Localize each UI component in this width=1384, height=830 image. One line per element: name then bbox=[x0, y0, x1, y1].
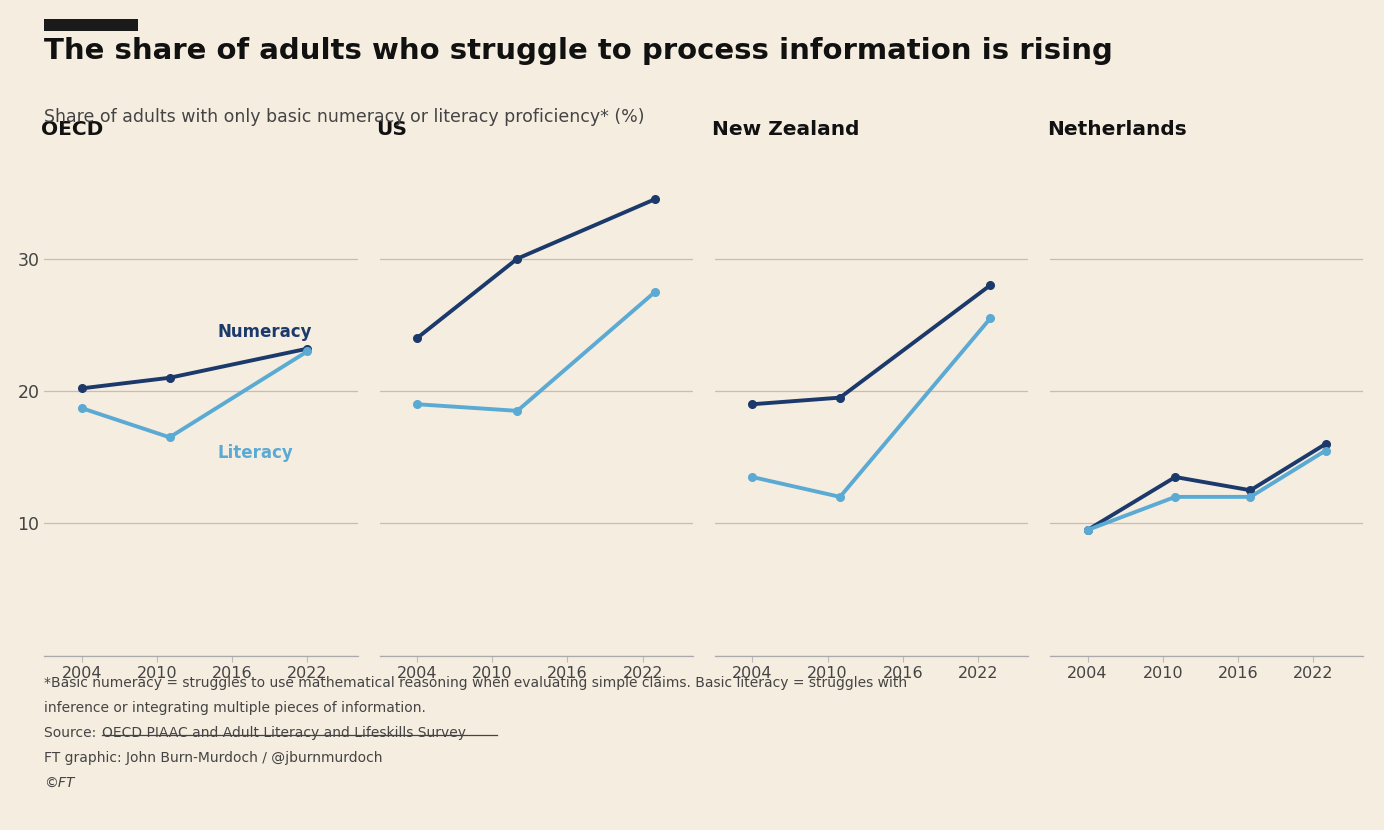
Text: inference or integrating multiple pieces of information.: inference or integrating multiple pieces… bbox=[44, 701, 426, 715]
Text: Source:: Source: bbox=[44, 726, 101, 740]
Text: FT graphic: John Burn-Murdoch / @jburnmurdoch: FT graphic: John Burn-Murdoch / @jburnmu… bbox=[44, 751, 383, 765]
Text: *Basic numeracy = struggles to use mathematical reasoning when evaluating simple: *Basic numeracy = struggles to use mathe… bbox=[44, 676, 908, 691]
Text: Share of adults with only basic numeracy or literacy proficiency* (%): Share of adults with only basic numeracy… bbox=[44, 108, 645, 126]
Text: The share of adults who struggle to process information is rising: The share of adults who struggle to proc… bbox=[44, 37, 1113, 66]
Text: Literacy: Literacy bbox=[217, 444, 293, 462]
Text: ©FT: ©FT bbox=[44, 776, 75, 790]
Text: OECD PIAAC and Adult Literacy and Lifeskills Survey: OECD PIAAC and Adult Literacy and Lifesk… bbox=[102, 726, 466, 740]
Text: Numeracy: Numeracy bbox=[217, 323, 311, 340]
Text: New Zealand: New Zealand bbox=[711, 120, 859, 139]
Text: US: US bbox=[376, 120, 407, 139]
Text: OECD: OECD bbox=[42, 120, 104, 139]
Text: Netherlands: Netherlands bbox=[1046, 120, 1186, 139]
